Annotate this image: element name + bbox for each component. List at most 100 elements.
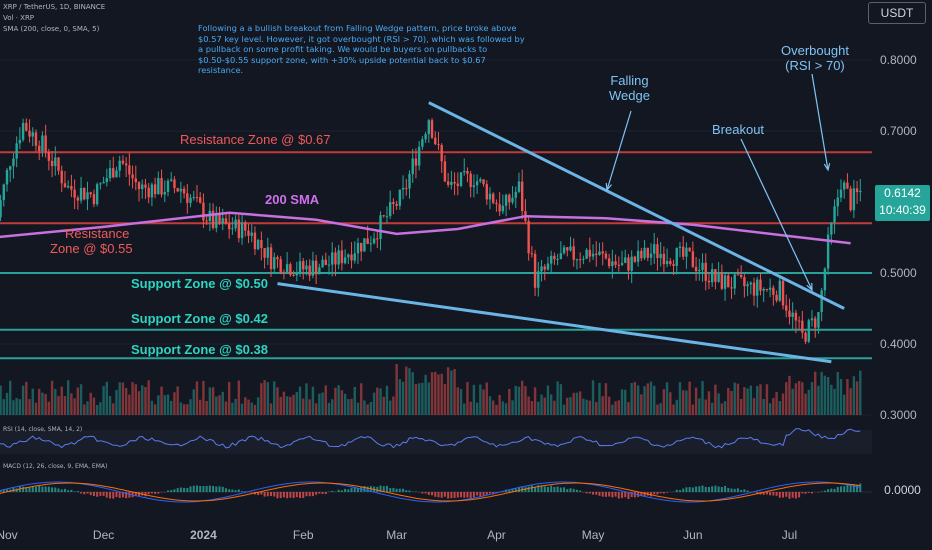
macd-histogram-bar [546, 486, 549, 492]
volume-bar [817, 385, 820, 415]
macd-histogram-bar [167, 490, 169, 492]
candle-body [405, 187, 408, 189]
volume-bar [566, 397, 569, 415]
candle-body [646, 247, 649, 258]
currency-button[interactable]: USDT [868, 2, 926, 24]
candle-body [688, 247, 691, 252]
candle-body [414, 158, 418, 166]
candle-body [121, 160, 125, 164]
volume-bar [192, 389, 195, 415]
candle-body [382, 215, 385, 217]
macd-histogram-bar [604, 492, 607, 497]
candle-body [163, 191, 166, 195]
macd-histogram-bar [112, 492, 115, 499]
macd-histogram-bar [431, 492, 434, 496]
macd-histogram-bar [176, 488, 179, 492]
candle-body [801, 320, 804, 333]
volume-bar [797, 381, 801, 415]
macd-histogram-bar [811, 492, 813, 494]
volume-bar [691, 404, 695, 415]
volume-bar [231, 402, 234, 415]
volume-bar [723, 401, 727, 415]
macd-histogram-bar [450, 492, 453, 499]
macd-histogram-bar [633, 492, 636, 498]
volume-bar [430, 372, 434, 415]
volume-bar [527, 396, 530, 415]
volume-bar [269, 403, 273, 415]
candle-body [369, 243, 373, 245]
candle-body [627, 257, 630, 271]
volume-bar [546, 385, 550, 415]
macd-histogram-bar [128, 492, 131, 498]
macd-histogram-bar [179, 487, 182, 492]
x-tick-label: Nov [0, 528, 18, 542]
macd-histogram-bar [170, 489, 173, 492]
macd-histogram-bar [443, 492, 446, 497]
candle-body [598, 251, 601, 256]
candle-body [63, 183, 67, 188]
volume-bar [646, 383, 649, 415]
volume-bar [756, 385, 759, 415]
macd-histogram-bar [456, 492, 459, 498]
macd-histogram-bar [405, 490, 408, 492]
volume-bar [250, 402, 253, 415]
macd-histogram-bar [466, 492, 469, 498]
falling-wedge-label: Falling Wedge [609, 73, 650, 103]
candle-body [218, 214, 221, 224]
candle-body [73, 189, 76, 198]
volume-bar [86, 401, 89, 415]
candle-body [50, 160, 54, 167]
macd-histogram-bar [311, 492, 314, 497]
macd-legend: MACD (12, 26, close, 9, EMA, EMA) [3, 463, 108, 470]
candle-body [234, 219, 237, 229]
candle-body [95, 184, 99, 205]
candle-body [295, 272, 298, 276]
last-price-tag: 0.6142 10:40:39 [875, 185, 930, 221]
macd-histogram-bar [553, 486, 556, 492]
candle-body [305, 265, 308, 270]
volume-bar [453, 368, 456, 415]
macd-histogram-bar [675, 489, 678, 492]
macd-histogram-bar [701, 485, 704, 492]
candle-body [591, 253, 595, 257]
macd-histogram-bar [588, 492, 591, 494]
sma200-line [0, 211, 851, 245]
macd-histogram-bar [363, 485, 366, 492]
macd-histogram-bar [392, 487, 395, 492]
volume-bar [588, 400, 592, 415]
arrow-head [823, 163, 831, 172]
macd-histogram-bar [54, 487, 57, 492]
macd-histogram-bar [224, 488, 227, 492]
volume-bar [108, 396, 112, 415]
candle-body [424, 134, 427, 140]
candle-body [86, 192, 89, 200]
volume-bar [105, 381, 109, 415]
macd-histogram-bar [595, 492, 598, 495]
volume-bar [517, 386, 521, 415]
time-axis[interactable]: Nov Dec 2024 Feb Mar Apr May Jun Jul [0, 528, 797, 542]
candle-body [785, 305, 788, 311]
macd-histogram-bar [563, 487, 566, 492]
candle-body [430, 120, 434, 138]
macd-histogram-bar [827, 489, 830, 492]
volume-bar [18, 399, 22, 415]
volume-bar [324, 385, 327, 415]
macd-histogram-bar [846, 484, 849, 492]
candle-body [852, 188, 856, 211]
candle-body [704, 262, 707, 281]
candle-body [607, 258, 611, 267]
candle-body [421, 139, 424, 147]
volume-bar [707, 391, 711, 415]
volume-bar [533, 387, 537, 415]
candle-body [443, 161, 447, 182]
candle-body [250, 232, 253, 236]
volume-bar [237, 380, 241, 415]
volume-bar [830, 384, 833, 415]
macd-histogram-bar [765, 492, 768, 495]
candle-body [604, 253, 608, 259]
macd-histogram-bar [70, 489, 73, 492]
candle-body [720, 272, 724, 289]
macd-histogram-bar [785, 492, 788, 497]
price-axis[interactable]: 0.8000 0.7000 0.5000 0.4000 0.3000 [880, 53, 917, 422]
